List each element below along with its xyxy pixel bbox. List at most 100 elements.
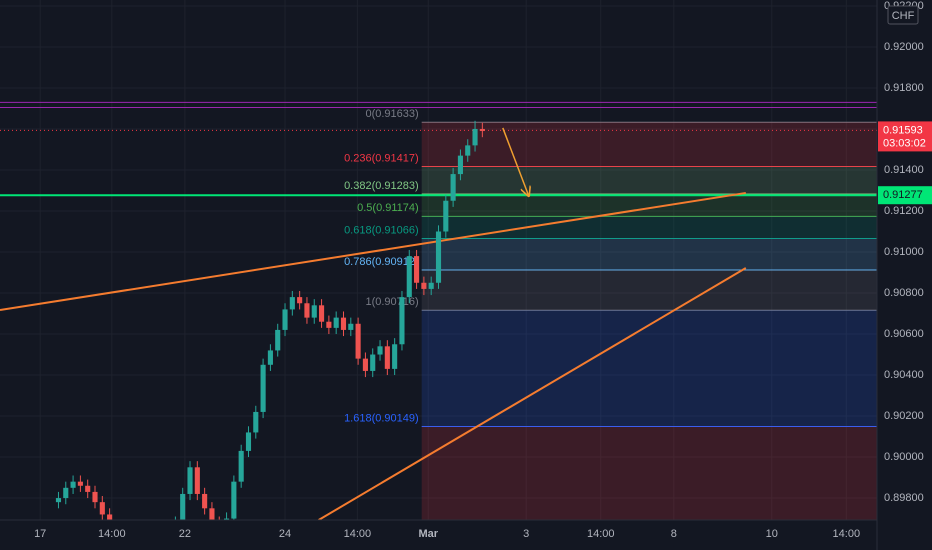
candle-body xyxy=(107,514,113,520)
x-tick-label: 3 xyxy=(523,528,529,540)
fib-zone xyxy=(421,270,877,311)
candle-body xyxy=(187,467,193,494)
candle-body xyxy=(202,493,208,509)
fibonacci: 0(0.91633) 0.236(0.91417) 0.382(0.91283) 0.… xyxy=(344,108,877,520)
y-tick-label: 0.90400 xyxy=(884,369,924,381)
trend-line xyxy=(318,267,747,520)
fib-label: 0.5(0.91174) xyxy=(357,202,419,214)
x-tick-label: 17 xyxy=(34,528,46,540)
candle-body xyxy=(224,518,230,520)
x-tick-label: Mar xyxy=(418,528,438,540)
candle-body xyxy=(297,297,303,304)
y-tick-label: 0.90000 xyxy=(884,451,924,463)
candle-body xyxy=(319,305,325,322)
candle-body xyxy=(92,491,98,503)
price-tag xyxy=(878,186,932,205)
price-tag-label: 0.91277 xyxy=(883,189,923,201)
candle-body xyxy=(377,346,383,355)
candle-body xyxy=(479,128,485,132)
candle-body xyxy=(348,323,354,330)
x-tick-label: 14:00 xyxy=(344,528,372,540)
candle-body xyxy=(421,282,427,289)
grid xyxy=(0,0,877,520)
countdown: 03:03:02 xyxy=(883,137,926,149)
candle-body xyxy=(289,297,295,310)
price-tag-label: 0.91593 xyxy=(883,124,923,136)
candle-body xyxy=(267,350,273,365)
drawings xyxy=(0,101,877,520)
x-tick-label: 14:00 xyxy=(98,528,126,540)
y-tick-label: 0.90200 xyxy=(884,410,924,422)
candle-body xyxy=(450,174,456,201)
fib-zone xyxy=(421,426,877,520)
candle-body xyxy=(362,358,368,371)
candle-body xyxy=(85,485,91,492)
candle-body xyxy=(392,344,398,369)
fib-label: 1.618(0.90149) xyxy=(344,412,419,424)
candle-body xyxy=(370,354,376,371)
candle-body xyxy=(245,432,252,451)
currency-box xyxy=(887,5,919,25)
fib-label: 1(0.90716) xyxy=(365,296,418,308)
candle-body xyxy=(355,323,361,359)
candle-body xyxy=(414,256,420,283)
fib-label: 0.382(0.91283) xyxy=(344,180,419,192)
y-tick-label: 0.91000 xyxy=(884,246,924,258)
fib-zone xyxy=(421,122,877,167)
candle-body xyxy=(238,450,244,482)
candle-body xyxy=(304,303,310,318)
x-tick-label: 10 xyxy=(766,528,778,540)
candle-body xyxy=(340,317,347,330)
y-tick-label: 0.91400 xyxy=(884,164,924,176)
candle-body xyxy=(260,364,266,412)
arrow xyxy=(502,127,529,195)
candle-body xyxy=(443,200,449,232)
candle-body xyxy=(253,411,259,433)
candle-body xyxy=(77,481,83,486)
candle-body xyxy=(311,305,317,318)
candle-body xyxy=(275,329,281,351)
candle-body xyxy=(457,155,463,175)
candle-body xyxy=(406,256,412,298)
candle-body xyxy=(209,508,215,520)
x-tick-label: 24 xyxy=(279,528,291,540)
fib-label: 0.618(0.91066) xyxy=(344,224,419,236)
currency: CHF xyxy=(892,10,915,22)
fib-zone xyxy=(421,310,877,427)
y-tick-label: 0.90600 xyxy=(884,328,924,340)
candle-body xyxy=(435,231,442,283)
fib-zone xyxy=(421,166,877,194)
candle-body xyxy=(55,498,62,503)
trend-line xyxy=(0,191,746,312)
candle-body xyxy=(99,502,105,515)
candle-body xyxy=(231,481,237,519)
candle-body xyxy=(326,321,332,328)
candle-body xyxy=(70,481,76,488)
candle-body xyxy=(282,309,288,330)
fib-label: 0(0.91633) xyxy=(365,108,418,120)
candle-body xyxy=(428,282,434,289)
candle-body xyxy=(333,317,339,328)
x-tick-label: 14:00 xyxy=(587,528,615,540)
fib-label: 0.786(0.90912) xyxy=(344,256,419,268)
candle-body xyxy=(472,128,478,146)
price-tag xyxy=(878,121,932,152)
x-tick-label: 8 xyxy=(671,528,677,540)
candle-body xyxy=(194,467,200,494)
candles xyxy=(55,120,485,520)
x-tick-label: 14:00 xyxy=(833,528,861,540)
fib-zone xyxy=(421,216,877,239)
fib-label: 0.236(0.91417) xyxy=(344,152,419,164)
candle-body xyxy=(384,346,390,369)
y-tick-label: 0.91200 xyxy=(884,205,924,217)
y-tick-label: 0.92000 xyxy=(884,41,924,53)
y-tick-label: 0.90800 xyxy=(884,287,924,299)
fib-zone xyxy=(421,193,877,217)
y-tick-label: 0.91800 xyxy=(884,82,924,94)
candle-body xyxy=(63,487,69,499)
candle-body xyxy=(180,493,186,520)
candle-body xyxy=(465,145,471,156)
